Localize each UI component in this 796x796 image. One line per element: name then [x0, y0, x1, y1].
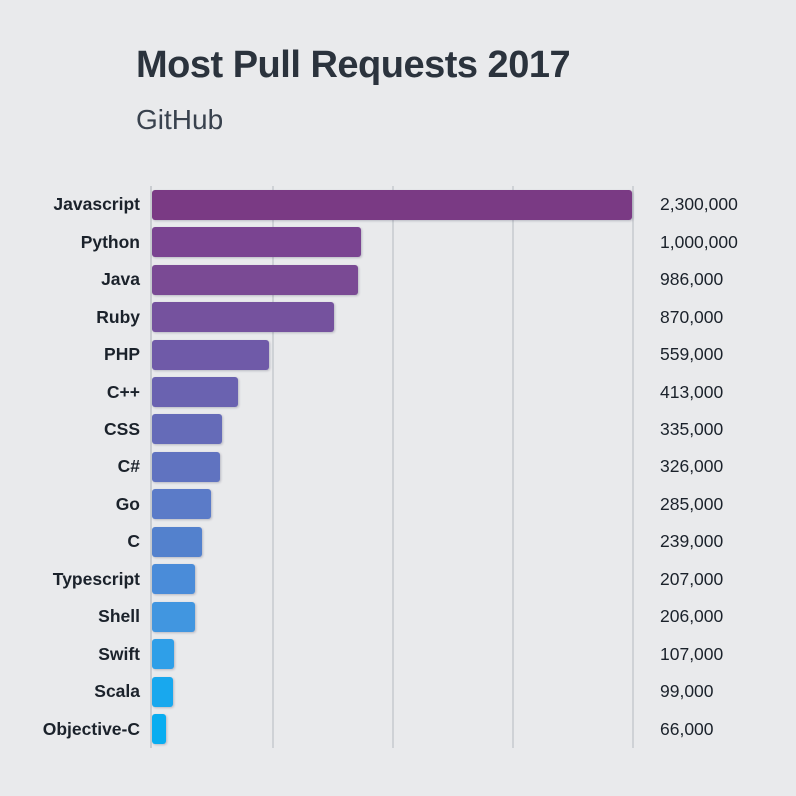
bar-value-label: 107,000 — [660, 643, 724, 664]
bar-category-label: Scala — [94, 681, 140, 702]
bar — [152, 414, 222, 445]
chart-row: Typescript 207,000 — [0, 561, 796, 598]
bar — [152, 489, 212, 520]
bar-value-label: 206,000 — [660, 606, 724, 627]
bar-track — [152, 339, 632, 370]
bar — [152, 451, 221, 482]
chart-row: Ruby 870,000 — [0, 298, 796, 335]
chart-row: C++ 413,000 — [0, 373, 796, 410]
bar-track — [152, 601, 632, 632]
chart-row: Scala 99,000 — [0, 673, 796, 710]
bar-category-label: Java — [101, 269, 140, 290]
bar-category-label: C — [127, 531, 140, 552]
chart-row: C 239,000 — [0, 523, 796, 560]
bar — [152, 227, 361, 258]
bar-category-label: PHP — [104, 344, 140, 365]
bar-value-label: 413,000 — [660, 381, 724, 402]
bar-category-label: Ruby — [96, 306, 140, 327]
bar-category-label: Swift — [98, 643, 140, 664]
bar-category-label: Shell — [98, 606, 140, 627]
bar — [152, 302, 334, 333]
bar — [152, 339, 269, 370]
bar-value-label: 986,000 — [660, 269, 724, 290]
bar-category-label: CSS — [104, 418, 140, 439]
bar — [152, 526, 202, 557]
bar-track — [152, 676, 632, 707]
bar — [152, 601, 195, 632]
bar-value-label: 99,000 — [660, 681, 714, 702]
chart-row: Javascript 2,300,000 — [0, 186, 796, 223]
bar-value-label: 1,000,000 — [660, 231, 738, 252]
bar-category-label: C++ — [106, 381, 140, 402]
chart-row: Objective-C 66,000 — [0, 711, 796, 748]
bar — [152, 714, 166, 745]
bar-track — [152, 227, 632, 258]
bar — [152, 189, 632, 220]
bar-value-label: 326,000 — [660, 456, 724, 477]
chart-row: PHP 559,000 — [0, 336, 796, 373]
bar-category-label: Objective-C — [42, 718, 140, 739]
bar-value-label: 335,000 — [660, 418, 724, 439]
chart-rows: Javascript 2,300,000 Python 1,000,000 Java 98… — [0, 186, 796, 748]
bar-track — [152, 526, 632, 557]
chart-row: Swift 107,000 — [0, 636, 796, 673]
chart-row: Shell 206,000 — [0, 598, 796, 635]
bar-category-label: C# — [117, 456, 140, 477]
chart-row: Go 285,000 — [0, 486, 796, 523]
bar-value-label: 870,000 — [660, 306, 724, 327]
bar-value-label: 66,000 — [660, 718, 714, 739]
bar-category-label: Typescript — [52, 568, 140, 589]
bar-value-label: 207,000 — [660, 568, 724, 589]
bar-value-label: 285,000 — [660, 493, 724, 514]
bar-chart: Javascript 2,300,000 Python 1,000,000 Java 98… — [0, 186, 796, 748]
bar-track — [152, 489, 632, 520]
bar — [152, 264, 358, 295]
chart-row: Java 986,000 — [0, 261, 796, 298]
bar-category-label: Javascript — [53, 194, 140, 215]
page-subtitle: GitHub — [136, 104, 224, 135]
bar — [152, 564, 196, 595]
chart-row: Python 1,000,000 — [0, 223, 796, 260]
bar-track — [152, 639, 632, 670]
bar-track — [152, 189, 632, 220]
bar-track — [152, 264, 632, 295]
bar-category-label: Go — [115, 493, 140, 514]
bar-track — [152, 414, 632, 445]
bar — [152, 676, 173, 707]
page-title: Most Pull Requests 2017 — [136, 44, 571, 86]
bar-track — [152, 377, 632, 408]
bar — [152, 639, 175, 670]
chart-row: C# 326,000 — [0, 448, 796, 485]
bar-value-label: 2,300,000 — [660, 194, 738, 215]
bar — [152, 377, 239, 408]
chart-row: CSS 335,000 — [0, 411, 796, 448]
bar-track — [152, 451, 632, 482]
bar-value-label: 559,000 — [660, 344, 724, 365]
bar-track — [152, 714, 632, 745]
bar-category-label: Python — [80, 231, 140, 252]
bar-track — [152, 564, 632, 595]
bar-track — [152, 302, 632, 333]
bar-value-label: 239,000 — [660, 531, 724, 552]
